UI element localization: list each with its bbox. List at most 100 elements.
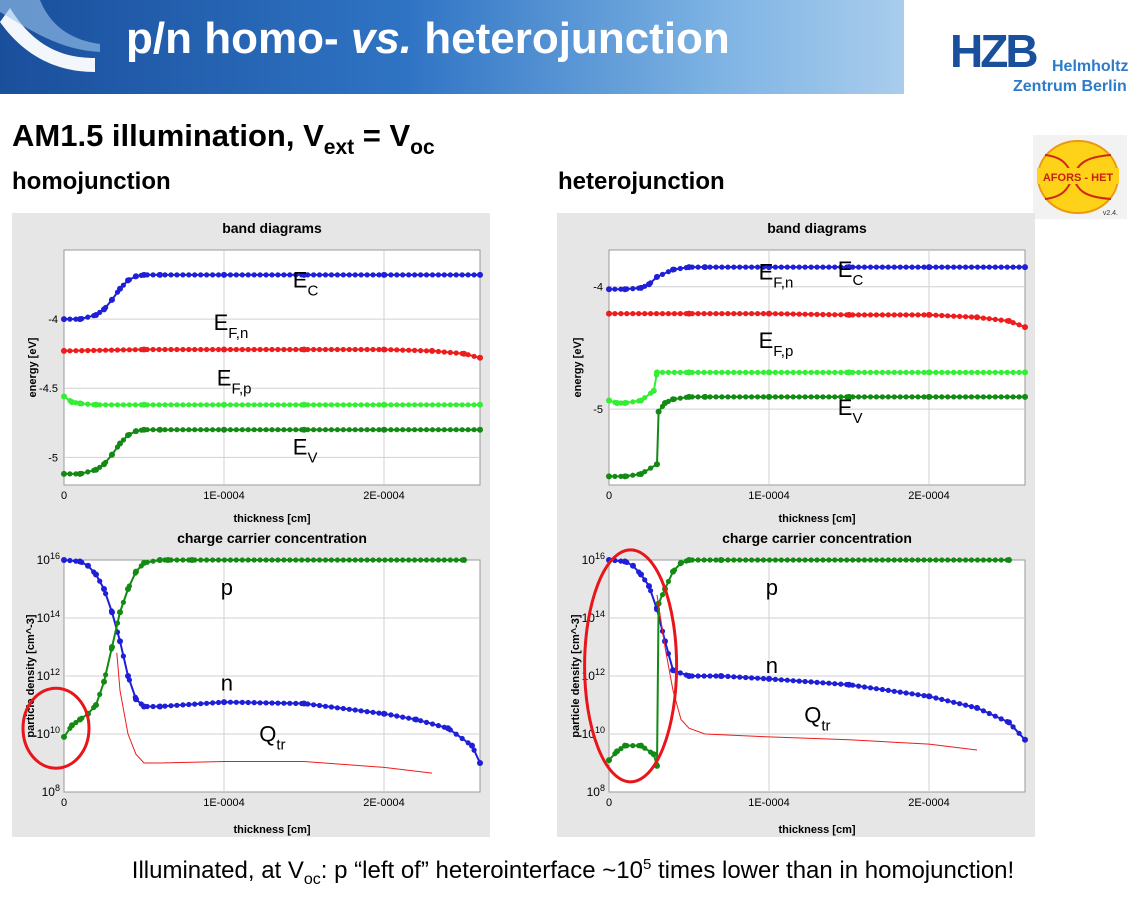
hetero-carrier-point-1-34 <box>808 557 814 563</box>
homo-band-point-3-55 <box>388 427 394 433</box>
homo-band-vertex-3-12 <box>381 426 387 433</box>
hetero-band-point-1-42 <box>856 312 862 318</box>
homo-band-point-3-30 <box>239 427 245 433</box>
hetero-band-point-0-42 <box>856 264 862 270</box>
homo-band-point-2-50 <box>358 402 364 408</box>
homo-carrier-point-1-36 <box>275 557 281 563</box>
hetero-band-vertex-2-10 <box>1022 369 1028 376</box>
hetero-band-point-1-3 <box>624 311 630 317</box>
hetero-band-point-2-57 <box>945 369 951 375</box>
homo-band-point-3-22 <box>192 427 198 433</box>
hetero-band-point-2-29 <box>778 369 784 375</box>
homo-band-point-1-65 <box>447 349 453 356</box>
hetero-band-point-1-16 <box>701 311 707 317</box>
hetero-band-point-2-52 <box>915 369 921 375</box>
hetero-carrier-vertex-1-0 <box>606 757 612 764</box>
homo-band-point-2-34 <box>263 402 269 408</box>
homo-band-point-1-64 <box>441 349 447 355</box>
hetero-carrier-annotation-2: Qtr <box>804 702 830 734</box>
homo-band-point-1-31 <box>245 346 251 353</box>
hetero-band-xtick-2: 2E-0004 <box>908 490 950 502</box>
homo-band-point-1-17 <box>162 346 168 353</box>
homo-band-point-3-46 <box>334 427 340 433</box>
homo-band-point-3-37 <box>281 427 287 433</box>
hetero-band-point-3-33 <box>802 394 808 400</box>
hetero-band-point-0-50 <box>903 264 909 270</box>
homo-band-series-efp <box>61 393 483 408</box>
hetero-band-point-0-44 <box>867 264 874 270</box>
hetero-carrier-vertex-0-7 <box>670 667 676 674</box>
homo-band-point-0-21 <box>186 272 192 278</box>
hetero-carrier-vertex-1-4 <box>650 751 657 758</box>
homo-band-point-0-55 <box>388 272 394 278</box>
homo-carrier-vertex-0-15 <box>445 725 451 732</box>
homo-carrier-point-1-31 <box>245 557 251 563</box>
homo-carrier-vertex-0-14 <box>413 716 419 723</box>
homo-carrier-point-0-23 <box>198 701 204 707</box>
hetero-band-point-2-44 <box>867 369 874 375</box>
homo-band-point-3-56 <box>394 427 400 433</box>
hetero-band-series-ec <box>606 264 1028 293</box>
hetero-band-point-1-29 <box>778 311 784 317</box>
homo-carrier-point-1-51 <box>364 557 370 563</box>
heterojunction-heading: heterojunction <box>558 168 725 195</box>
homo-band-point-1-21 <box>186 346 192 353</box>
hetero-band-point-1-50 <box>903 312 909 318</box>
homo-band-point-1-56 <box>394 347 400 353</box>
hetero-carrier-point-1-30 <box>784 557 790 563</box>
hetero-carrier-point-0-30 <box>784 677 790 683</box>
hetero-band-point-1-53 <box>921 312 927 318</box>
homo-carrier-vertex-1-14 <box>461 557 467 563</box>
homo-carrier-vertex-0-6 <box>117 638 123 645</box>
hetero-band-point-2-33 <box>802 369 808 375</box>
hetero-carrier-point-0-35 <box>814 679 820 685</box>
homo-band-point-1-57 <box>400 347 406 353</box>
hetero-band-annotation-0: EC <box>838 257 864 289</box>
homo-band-point-3-42 <box>311 427 317 433</box>
hetero-band-point-0-22 <box>737 264 743 270</box>
hetero-band-vertex-0-0 <box>606 286 612 293</box>
homo-band-point-0-53 <box>376 272 382 278</box>
homo-band-point-1-19 <box>174 346 180 353</box>
hetero-band-point-1-11 <box>671 311 677 317</box>
hetero-band-point-1-51 <box>909 312 915 318</box>
hetero-band-point-3-46 <box>879 394 885 400</box>
homo-band-point-0-20 <box>180 272 186 278</box>
hetero-band-point-0-9 <box>659 271 666 277</box>
hetero-band-point-0-52 <box>915 264 921 270</box>
homo-band-vertex-0-7 <box>133 273 139 280</box>
homo-band-point-3-15 <box>150 427 156 433</box>
hetero-carrier-point-1-63 <box>980 557 986 563</box>
homo-band-point-0-2 <box>73 316 79 322</box>
hetero-band-point-0-69 <box>1016 264 1022 270</box>
hetero-carrier-point-0-65 <box>992 713 998 719</box>
homo-carrier-point-1-15 <box>150 558 156 564</box>
homo-band-point-1-20 <box>180 346 186 353</box>
homo-carrier-point-0-50 <box>358 708 364 714</box>
hetero-band-point-1-21 <box>731 311 737 317</box>
homo-band-point-0-36 <box>275 272 281 278</box>
hetero-carrier-point-1-15 <box>695 557 701 563</box>
homo-band-point-2-66 <box>453 402 459 408</box>
homo-carrier-point-0-21 <box>186 701 192 708</box>
homo-band-point-0-60 <box>418 272 424 278</box>
homo-band-point-1-44 <box>322 346 329 353</box>
homo-carrier-point-0-49 <box>352 707 358 713</box>
homo-carrier-annotation-1: n <box>221 671 233 696</box>
homo-carrier-vertex-1-9 <box>133 568 139 575</box>
hetero-carrier-point-1-16 <box>701 557 707 563</box>
homo-band-point-0-32 <box>251 272 257 278</box>
hetero-carrier-point-0-16 <box>701 673 707 679</box>
hetero-band-vertex-2-5 <box>654 369 660 376</box>
homo-carrier-point-1-60 <box>418 557 424 563</box>
homo-band-vertex-3-3 <box>101 461 107 468</box>
hetero-band-point-1-57 <box>945 313 951 319</box>
homo-band-point-2-9 <box>114 402 121 408</box>
hetero-band-point-3-68 <box>1010 394 1016 400</box>
hetero-band-point-1-46 <box>879 312 885 318</box>
hetero-carrier-point-1-29 <box>778 557 784 563</box>
homo-band-point-2-23 <box>198 402 204 408</box>
homo-band-vertex-2-2 <box>77 400 83 407</box>
homo-band-point-2-7 <box>103 402 109 408</box>
hetero-band-point-3-59 <box>957 394 963 400</box>
